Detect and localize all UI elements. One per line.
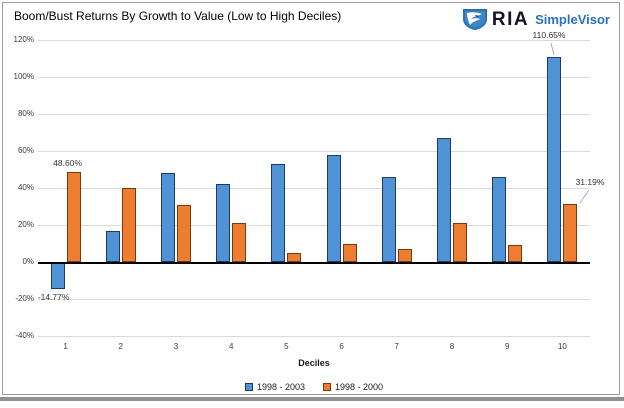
legend-item-1998-2003: 1998 - 2003 (244, 382, 305, 392)
legend-swatch-orange (323, 383, 331, 391)
legend-label: 1998 - 2003 (256, 382, 305, 392)
chart-title: Boom/Bust Returns By Growth to Value (Lo… (14, 9, 342, 23)
chart-frame (2, 2, 620, 395)
logo-product-text: SimpleVisor (535, 11, 610, 27)
logo-brand-text: RIA (491, 8, 530, 30)
bottom-divider (0, 397, 624, 401)
brand-logo: RIA SimpleVisor (462, 7, 610, 31)
ria-falcon-shield-icon (462, 9, 487, 30)
x-axis-title: Deciles (298, 358, 330, 368)
legend-swatch-blue (244, 383, 253, 391)
legend-label: 1998 - 2000 (335, 382, 384, 392)
legend: 1998 - 2003 1998 - 2000 (38, 382, 590, 392)
legend-item-1998-2000: 1998 - 2000 (323, 382, 383, 392)
